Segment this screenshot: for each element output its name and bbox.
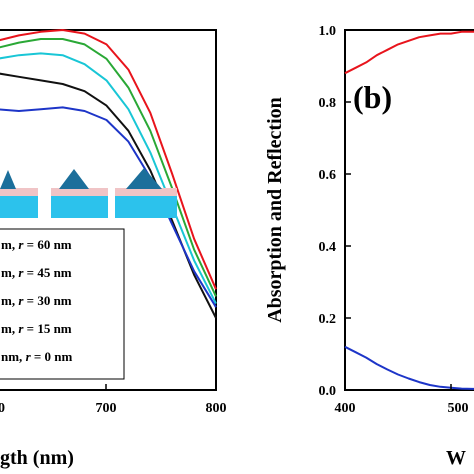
panel-b-series-line-2	[344, 345, 474, 390]
legend: m, r = 60 nm m, r = 45 nm m, r = 30 nm m…	[0, 228, 125, 380]
panel-a-series-line-5	[0, 106, 217, 308]
y-axis: 0.0 0.2 0.4 0.6 0.8 1.0	[319, 24, 351, 399]
x-tick-label-800: 800	[206, 401, 227, 416]
x-tick-label-700: 700	[96, 401, 117, 416]
panel-a-series-group	[0, 29, 217, 319]
panel-b-plot-frame	[344, 29, 474, 391]
panel-b-series-group	[344, 30, 474, 390]
x-axis-label: gth (nm)	[0, 447, 74, 469]
schematic-icon-2	[51, 169, 108, 218]
legend-entry-4: m, r = 15 nm	[1, 321, 72, 336]
y-tick-label-0.2: 0.2	[319, 312, 337, 327]
x-tick-label-400: 400	[335, 401, 356, 416]
panel-b: (b) 0.0 0.2 0.4 0.6 0.8 1.0 400 500 Absorptio…	[264, 24, 474, 469]
y-tick-label-1.0: 1.0	[319, 24, 337, 39]
legend-box	[0, 228, 125, 380]
y-tick-label-0.0: 0.0	[319, 384, 337, 399]
schematic-icon-1	[0, 170, 38, 218]
panel-a: m, r = 60 nm m, r = 45 nm m, r = 30 nm m…	[0, 29, 227, 469]
legend-entry-2: m, r = 45 nm	[1, 265, 72, 280]
x-axis-label-partial: W	[446, 447, 466, 469]
legend-entry-5: nm, r = 0 nm	[1, 349, 73, 364]
panel-b-series-line-1	[344, 30, 474, 75]
schematic-icon-3	[115, 168, 177, 218]
y-tick-label-0.4: 0.4	[319, 240, 337, 255]
panel-a-series-line-2	[0, 38, 217, 297]
schematic-icons	[0, 168, 177, 218]
legend-entry-3: m, r = 30 nm	[1, 293, 72, 308]
panel-label-b: (b)	[353, 79, 392, 115]
y-axis-label: Absorption and Reflection	[264, 97, 286, 323]
panel-a-series-line-1	[0, 29, 217, 290]
y-tick-label-0.8: 0.8	[319, 96, 337, 111]
panel-a-series-line-3	[0, 52, 217, 305]
y-tick-label-0.6: 0.6	[319, 168, 337, 183]
x-tick-label-partial: 0	[0, 401, 5, 416]
x-tick-label-500: 500	[448, 401, 469, 416]
legend-entry-1: m, r = 60 nm	[1, 237, 72, 252]
